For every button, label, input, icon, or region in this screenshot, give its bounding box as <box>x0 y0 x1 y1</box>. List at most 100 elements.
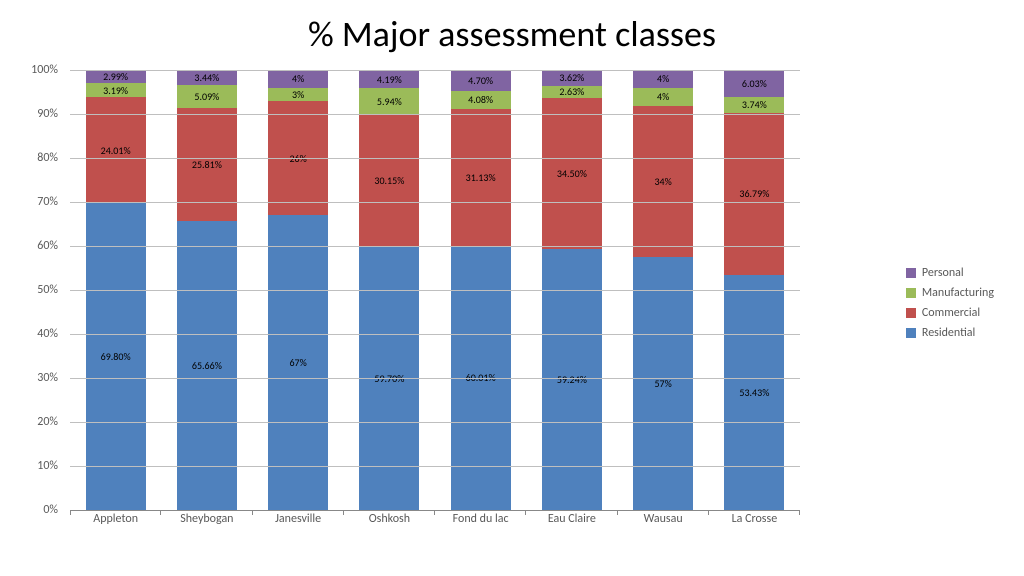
grid-line <box>70 290 800 291</box>
bar-segment-residential: 59.24% <box>542 249 602 510</box>
bar-segment-manufacturing: 3% <box>268 88 328 101</box>
data-label: 4% <box>292 72 304 85</box>
data-label: 34.50% <box>557 167 587 180</box>
y-tick-label: 40% <box>0 327 58 341</box>
x-tick-label: Sheybogan <box>161 512 252 526</box>
data-label: 4% <box>657 90 669 103</box>
data-label: 59.24% <box>557 373 587 386</box>
bar-segment-manufacturing: 3.74% <box>724 97 784 113</box>
bar-segment-manufacturing: 4% <box>633 88 693 106</box>
data-label: 30.15% <box>374 174 404 187</box>
bar-segment-personal: 4.19% <box>359 70 419 88</box>
chart-title: % Major assessment classes <box>0 0 1024 60</box>
grid-line <box>70 202 800 203</box>
y-axis-labels: 0%10%20%30%40%50%60%70%80%90%100% <box>0 70 64 510</box>
y-tick-label: 70% <box>0 195 58 209</box>
bar-segment-personal: 3.62% <box>542 70 602 86</box>
bar-segment-residential: 69.80% <box>86 203 146 510</box>
legend-item: Commercial <box>906 306 994 320</box>
x-tick-label: Oshkosh <box>344 512 435 526</box>
legend-item: Residential <box>906 326 994 340</box>
data-label: 24.01% <box>101 144 131 157</box>
bar-segment-personal: 4% <box>268 70 328 88</box>
legend-swatch <box>906 308 916 318</box>
grid-line <box>70 70 800 71</box>
grid-line <box>70 334 800 335</box>
bar-segment-residential: 57% <box>633 257 693 510</box>
data-label: 4.08% <box>468 93 493 106</box>
bar-segment-manufacturing: 4.08% <box>451 91 511 109</box>
data-label: 3.19% <box>103 84 128 97</box>
bar-segment-commercial: 36.79% <box>724 113 784 275</box>
y-tick-label: 30% <box>0 371 58 385</box>
y-tick-label: 60% <box>0 239 58 253</box>
bar-segment-commercial: 30.15% <box>359 115 419 248</box>
bar-segment-manufacturing: 5.94% <box>359 88 419 114</box>
data-label: 25.81% <box>192 158 222 171</box>
x-tick-label: Fond du lac <box>435 512 526 526</box>
data-label: 3.44% <box>194 71 219 84</box>
chart-container: 0%10%20%30%40%50%60%70%80%90%100% 69.80%… <box>0 60 1024 560</box>
legend: Personal Manufacturing Commercial Residenti… <box>906 260 994 346</box>
data-label: 2.63% <box>559 85 584 98</box>
legend-item: Personal <box>906 266 994 280</box>
x-axis-labels: AppletonSheyboganJanesvilleOshkoshFond d… <box>70 512 800 526</box>
data-label: 5.09% <box>194 90 219 103</box>
bar-segment-manufacturing: 3.19% <box>86 83 146 97</box>
legend-swatch <box>906 328 916 338</box>
x-tick-label: Appleton <box>70 512 161 526</box>
x-tick-label: Janesville <box>253 512 344 526</box>
legend-label: Residential <box>922 326 975 340</box>
grid-line <box>70 422 800 423</box>
data-label: 53.43% <box>739 386 769 399</box>
y-tick-label: 80% <box>0 151 58 165</box>
y-tick-label: 90% <box>0 107 58 121</box>
data-label: 3% <box>292 88 304 101</box>
bar-segment-residential: 53.43% <box>724 275 784 510</box>
data-label: 4% <box>657 72 669 85</box>
bar-segment-commercial: 31.13% <box>451 109 511 246</box>
legend-swatch <box>906 288 916 298</box>
x-tick-label: La Crosse <box>709 512 800 526</box>
grid-line <box>70 466 800 467</box>
legend-label: Manufacturing <box>922 286 994 300</box>
y-tick-label: 50% <box>0 283 58 297</box>
y-tick-label: 10% <box>0 459 58 473</box>
data-label: 6.03% <box>742 77 767 90</box>
data-label: 36.79% <box>739 187 769 200</box>
y-tick-label: 20% <box>0 415 58 429</box>
data-label: 4.19% <box>377 73 402 86</box>
legend-label: Personal <box>922 266 964 280</box>
data-label: 2.99% <box>103 70 128 83</box>
grid-line <box>70 158 800 159</box>
data-label: 3.62% <box>559 71 584 84</box>
x-tick-label: Eau Claire <box>526 512 617 526</box>
legend-label: Commercial <box>922 306 980 320</box>
bar-segment-personal: 4.70% <box>451 70 511 91</box>
plot-area: 69.80% 24.01% 3.19%2.99% 65.66% 25.81% 5.09% 3… <box>70 70 800 511</box>
bar-segment-commercial: 34.50% <box>542 98 602 250</box>
bar-segment-personal: 4% <box>633 70 693 88</box>
data-label: 5.94% <box>377 95 402 108</box>
bar-segment-personal: 6.03% <box>724 70 784 97</box>
grid-line <box>70 378 800 379</box>
x-tick-label: Wausau <box>618 512 709 526</box>
legend-item: Manufacturing <box>906 286 994 300</box>
data-label: 31.13% <box>466 171 496 184</box>
grid-line <box>70 246 800 247</box>
bar-segment-personal: 3.44% <box>177 70 237 85</box>
data-label: 65.66% <box>192 359 222 372</box>
bar-segment-personal: 2.99% <box>86 70 146 83</box>
data-label: 34% <box>654 175 671 188</box>
data-label: 69.80% <box>101 350 131 363</box>
legend-swatch <box>906 268 916 278</box>
data-label: 4.70% <box>468 74 493 87</box>
data-label: 67% <box>289 356 306 369</box>
bar-segment-commercial: 34% <box>633 106 693 257</box>
bar-segment-manufacturing: 5.09% <box>177 85 237 107</box>
bar-segment-manufacturing: 2.63% <box>542 86 602 98</box>
bar-segment-commercial: 25.81% <box>177 108 237 222</box>
y-tick-label: 100% <box>0 63 58 77</box>
grid-line <box>70 114 800 115</box>
data-label: 3.74% <box>742 98 767 111</box>
